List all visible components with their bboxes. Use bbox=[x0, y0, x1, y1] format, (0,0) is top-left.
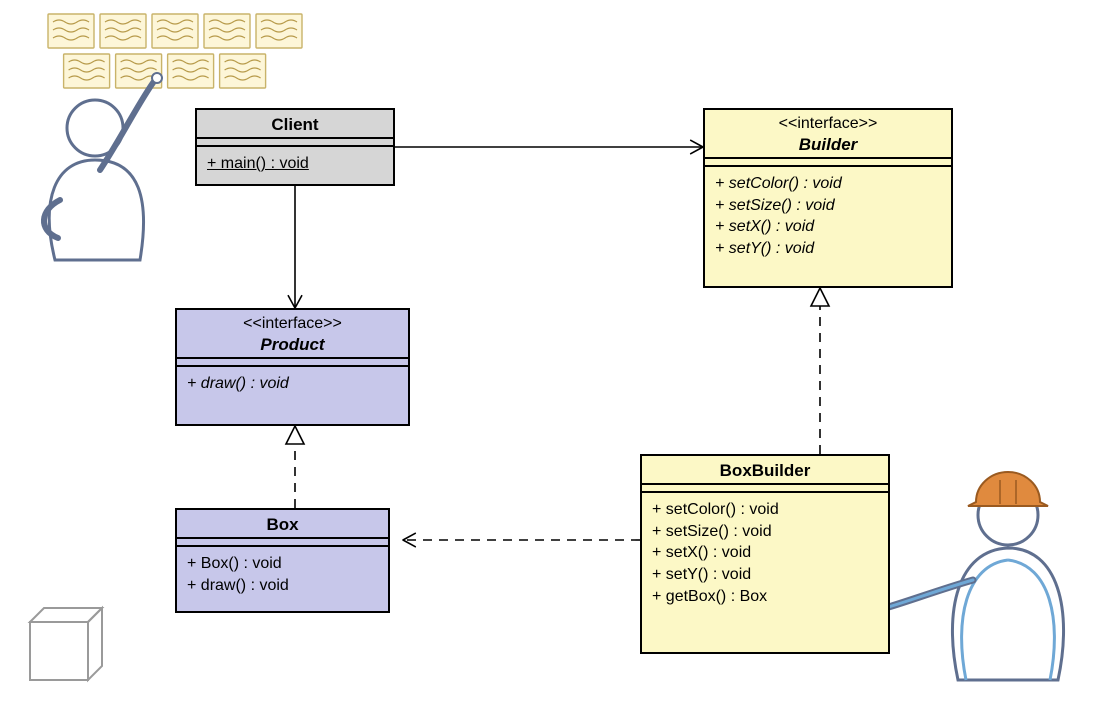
sticky-notes bbox=[48, 14, 302, 88]
product-method: + draw() : void bbox=[187, 373, 398, 395]
worker-figure-icon bbox=[878, 472, 1064, 680]
uml-diagram: Client+ main() : void<<interface>>Builde… bbox=[0, 0, 1104, 725]
boxbuilder-method: + getBox() : Box bbox=[652, 586, 878, 608]
box-3d-icon bbox=[30, 608, 102, 680]
builder-method: + setSize() : void bbox=[715, 195, 941, 217]
product-attr-compartment bbox=[177, 359, 408, 367]
boxbuilder-attr-compartment bbox=[642, 485, 888, 493]
builder-stereotype: <<interface>> bbox=[711, 114, 945, 134]
boxbuilder-name: BoxBuilder bbox=[648, 460, 882, 481]
boxbuilder-class: BoxBuilder + setColor() : void+ setSize()… bbox=[640, 454, 890, 654]
client-class: Client + main() : void bbox=[195, 108, 395, 186]
client-attr-compartment bbox=[197, 139, 393, 147]
box-class: Box + Box() : void+ draw() : void bbox=[175, 508, 390, 613]
box-method: + Box() : void bbox=[187, 553, 378, 575]
boxbuilder-method: + setSize() : void bbox=[652, 521, 878, 543]
product-class: <<interface>>Product + draw() : void bbox=[175, 308, 410, 426]
client-name: Client bbox=[203, 114, 387, 135]
builder-method: + setX() : void bbox=[715, 216, 941, 238]
product-header: <<interface>>Product bbox=[177, 310, 408, 359]
boxbuilder-method: + setColor() : void bbox=[652, 499, 878, 521]
boxbuilder-methods: + setColor() : void+ setSize() : void+ s… bbox=[642, 493, 888, 613]
product-name: Product bbox=[183, 334, 402, 355]
client-header: Client bbox=[197, 110, 393, 139]
builder-method: + setY() : void bbox=[715, 238, 941, 260]
boxbuilder-header: BoxBuilder bbox=[642, 456, 888, 485]
boxbuilder-method: + setY() : void bbox=[652, 564, 878, 586]
product-stereotype: <<interface>> bbox=[183, 314, 402, 334]
box-name: Box bbox=[183, 514, 382, 535]
product-methods: + draw() : void bbox=[177, 367, 408, 401]
builder-methods: + setColor() : void+ setSize() : void+ s… bbox=[705, 167, 951, 265]
builder-attr-compartment bbox=[705, 159, 951, 167]
box-method: + draw() : void bbox=[187, 575, 378, 597]
client-figure-icon bbox=[44, 73, 162, 260]
builder-name: Builder bbox=[711, 134, 945, 155]
box-attr-compartment bbox=[177, 539, 388, 547]
builder-header: <<interface>>Builder bbox=[705, 110, 951, 159]
client-methods: + main() : void bbox=[197, 147, 393, 181]
builder-class: <<interface>>Builder+ setColor() : void+… bbox=[703, 108, 953, 288]
builder-method: + setColor() : void bbox=[715, 173, 941, 195]
box-methods: + Box() : void+ draw() : void bbox=[177, 547, 388, 602]
client-method: + main() : void bbox=[207, 153, 383, 175]
box-header: Box bbox=[177, 510, 388, 539]
boxbuilder-method: + setX() : void bbox=[652, 542, 878, 564]
